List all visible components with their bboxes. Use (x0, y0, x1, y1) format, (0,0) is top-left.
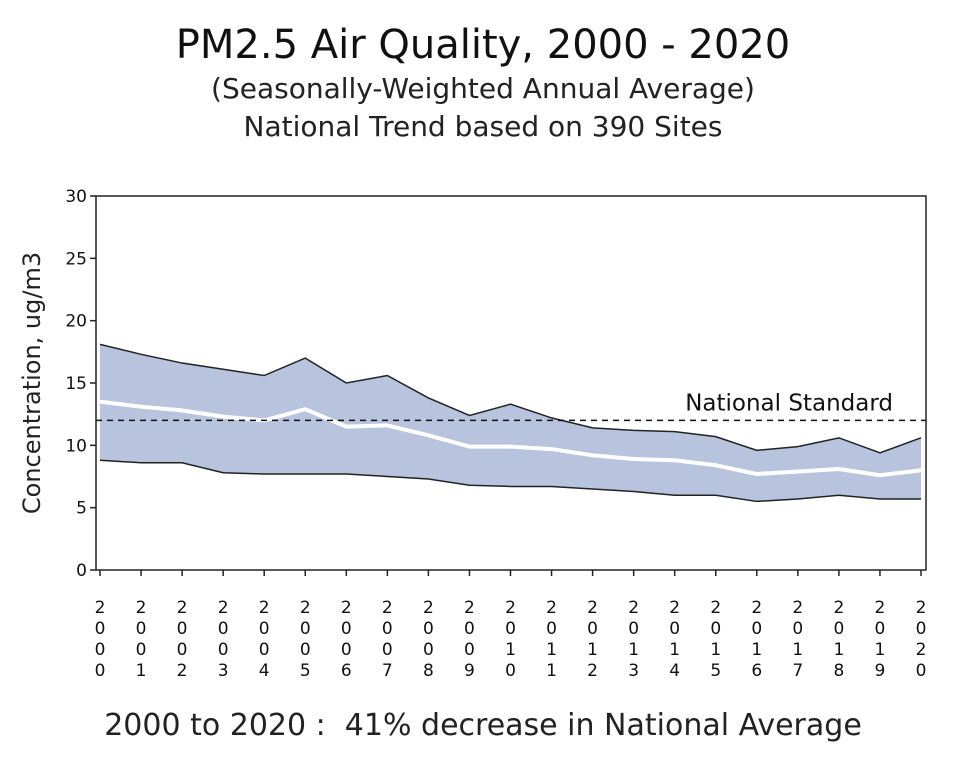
upper-bound-line (99, 343, 922, 454)
national-average-line (99, 399, 922, 478)
plot-area: National Standard 0 5 10 15 20 25 30 2 0 0 0 2 0 0 1 2 0 0… (65, 187, 927, 681)
range-band (100, 344, 921, 502)
y-tick-label: 20 (65, 312, 87, 332)
y-tick-label: 5 (76, 499, 87, 519)
y-tick-label: 0 (76, 561, 87, 581)
y-tick-label: 25 (65, 249, 87, 269)
y-tick-label: 10 (65, 436, 87, 456)
y-tick-label: 30 (65, 187, 87, 207)
y-axis-label: Concentration, ug/m3 (18, 252, 46, 514)
y-tick-label: 15 (65, 374, 87, 394)
chart-subtitle-sites: National Trend based on 390 Sites (243, 110, 723, 143)
national-standard-label: National Standard (685, 390, 893, 416)
chart-title: PM2.5 Air Quality, 2000 - 2020 (175, 22, 791, 68)
lower-bound-line (99, 459, 921, 503)
chart-footer-note: 2000 to 2020 : 41% decrease in National … (104, 708, 862, 743)
chart-subtitle: (Seasonally-Weighted Annual Average) (211, 72, 755, 105)
